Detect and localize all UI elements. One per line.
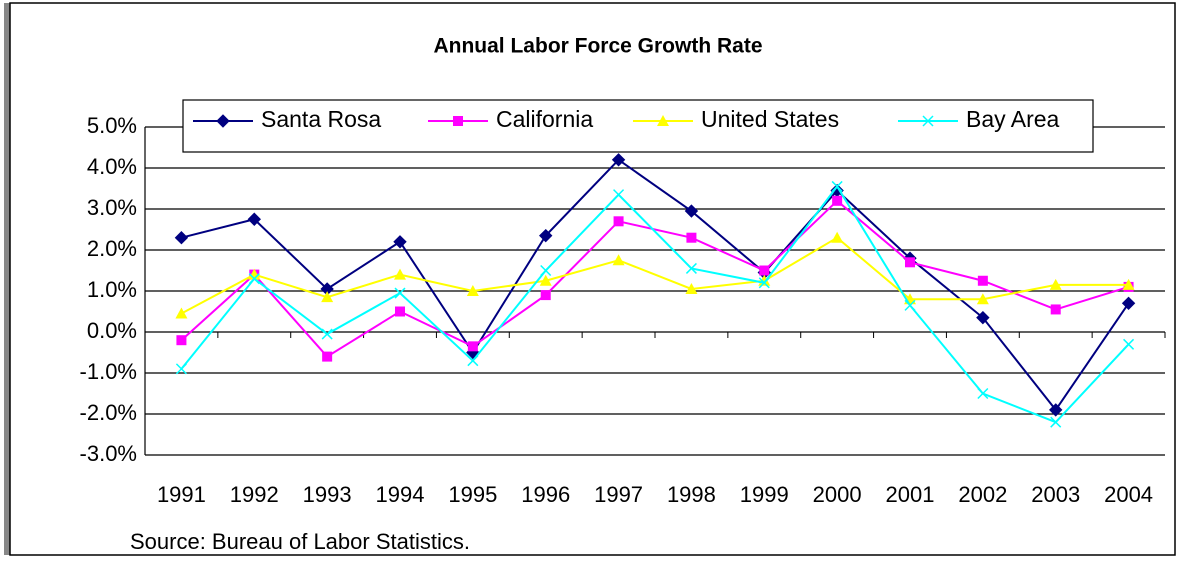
x-tick-label: 1995 bbox=[448, 482, 497, 507]
marker bbox=[977, 387, 989, 400]
marker bbox=[685, 262, 697, 274]
marker bbox=[174, 230, 189, 245]
marker bbox=[922, 115, 934, 127]
x-tick-label: 1998 bbox=[667, 482, 716, 507]
frame-shadow bbox=[4, 3, 10, 555]
marker bbox=[176, 335, 187, 346]
marker bbox=[466, 285, 479, 296]
marker bbox=[321, 291, 334, 303]
marker bbox=[1121, 296, 1136, 311]
marker bbox=[247, 212, 261, 226]
legend-label: United States bbox=[701, 106, 839, 132]
marker bbox=[321, 328, 333, 340]
marker bbox=[394, 287, 406, 299]
y-tick-label: 2.0% bbox=[87, 236, 137, 261]
series-line bbox=[180, 184, 1130, 424]
marker bbox=[467, 355, 479, 367]
y-tick-label: -2.0% bbox=[80, 400, 137, 425]
chart-title: Annual Labor Force Growth Rate bbox=[433, 35, 762, 58]
y-tick-label: -3.0% bbox=[80, 441, 137, 466]
marker bbox=[976, 293, 989, 305]
series-line bbox=[180, 236, 1129, 315]
marker bbox=[394, 268, 406, 280]
y-tick-label: 3.0% bbox=[87, 195, 137, 220]
x-tick-label: 1992 bbox=[230, 482, 279, 507]
marker bbox=[248, 273, 260, 285]
marker bbox=[395, 306, 405, 317]
marker bbox=[831, 180, 843, 192]
marker bbox=[539, 274, 552, 286]
x-tick-label: 2001 bbox=[886, 482, 935, 507]
chart-frame bbox=[9, 2, 1176, 556]
x-tick-label: 1996 bbox=[521, 482, 570, 507]
marker bbox=[611, 153, 626, 167]
marker bbox=[1049, 403, 1063, 417]
marker bbox=[976, 310, 990, 325]
marker bbox=[759, 265, 770, 276]
y-tick-label: 1.0% bbox=[87, 277, 137, 302]
series-line bbox=[181, 158, 1130, 412]
marker bbox=[613, 189, 625, 201]
marker bbox=[539, 228, 553, 243]
legend-label: Bay Area bbox=[966, 106, 1060, 132]
x-tick-label: 2003 bbox=[1031, 482, 1080, 507]
marker bbox=[393, 235, 407, 249]
x-tick-label: 1999 bbox=[740, 482, 789, 507]
x-tick-label: 2002 bbox=[958, 482, 1007, 507]
marker bbox=[657, 115, 669, 126]
legend-box bbox=[182, 99, 1094, 153]
marker bbox=[831, 231, 844, 243]
y-tick-label: -1.0% bbox=[80, 359, 137, 384]
marker bbox=[613, 216, 624, 227]
marker bbox=[175, 363, 187, 375]
marker bbox=[175, 307, 188, 319]
marker bbox=[684, 204, 699, 218]
y-tick-label: 0.0% bbox=[87, 318, 137, 343]
marker bbox=[540, 264, 552, 277]
x-tick-label: 1993 bbox=[303, 482, 352, 507]
x-tick-label: 2004 bbox=[1104, 482, 1153, 507]
marker bbox=[1050, 416, 1062, 428]
marker bbox=[453, 116, 463, 126]
legend-label: Santa Rosa bbox=[261, 106, 381, 132]
source-note: Source: Bureau of Labor Statistics. bbox=[130, 529, 470, 554]
marker bbox=[977, 275, 988, 286]
x-tick-label: 2000 bbox=[813, 482, 862, 507]
marker bbox=[758, 277, 770, 289]
marker bbox=[467, 341, 478, 352]
marker bbox=[322, 351, 333, 362]
legend-label: California bbox=[496, 106, 593, 132]
marker bbox=[685, 282, 698, 294]
marker bbox=[540, 290, 551, 301]
marker bbox=[248, 268, 261, 280]
marker bbox=[1122, 278, 1135, 290]
series-line bbox=[180, 199, 1129, 358]
x-tick-label: 1997 bbox=[594, 482, 643, 507]
marker bbox=[1049, 278, 1062, 290]
marker bbox=[1050, 304, 1061, 315]
y-tick-label: 4.0% bbox=[87, 154, 137, 179]
marker bbox=[686, 232, 697, 243]
marker bbox=[216, 114, 230, 128]
marker bbox=[905, 257, 915, 268]
marker bbox=[832, 195, 843, 206]
x-tick-label: 1991 bbox=[157, 482, 206, 507]
x-tick-label: 1994 bbox=[376, 482, 425, 507]
marker bbox=[904, 299, 916, 311]
marker bbox=[612, 254, 625, 266]
y-tick-label: 5.0% bbox=[87, 113, 137, 138]
marker bbox=[1123, 338, 1135, 350]
